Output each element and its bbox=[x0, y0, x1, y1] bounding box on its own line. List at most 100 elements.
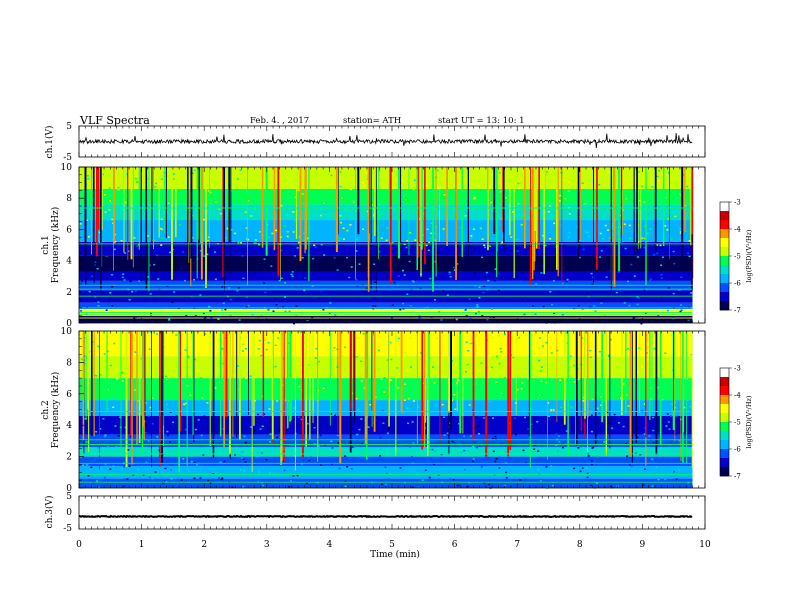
spectrogram-speckle bbox=[687, 319, 690, 322]
spectrogram-speckle bbox=[656, 386, 659, 389]
spectrogram-speckle bbox=[97, 301, 100, 303]
spectrogram-speckle bbox=[189, 346, 191, 348]
spectrogram-speckle bbox=[537, 384, 540, 386]
spectrogram-speckle bbox=[193, 477, 196, 479]
spectrogram-streak bbox=[106, 331, 108, 412]
spectrogram-speckle bbox=[474, 204, 477, 206]
spectrogram-speckle bbox=[426, 254, 429, 257]
spectrogram-speckle bbox=[336, 348, 339, 351]
colorbar-cell bbox=[720, 438, 729, 441]
spectrogram-speckle bbox=[623, 223, 626, 225]
spectrogram-speckle bbox=[657, 264, 660, 267]
spectrogram-speckle bbox=[132, 474, 135, 476]
spectrogram-speckle bbox=[89, 332, 92, 335]
spectrogram-speckle bbox=[573, 364, 576, 367]
spectrogram-speckle bbox=[168, 318, 171, 320]
spectrogram-speckle bbox=[592, 446, 595, 448]
x-tick-label: 9 bbox=[640, 540, 646, 550]
colorbar-cell bbox=[720, 304, 729, 307]
spectrogram-speckle bbox=[419, 419, 421, 421]
spectrogram-streak bbox=[262, 331, 265, 417]
spectrogram-speckle bbox=[615, 291, 618, 294]
spectrogram-speckle bbox=[352, 201, 355, 203]
spectrogram-speckle bbox=[603, 441, 606, 443]
spectrogram-speckle bbox=[114, 425, 117, 427]
spectrogram-speckle bbox=[360, 380, 363, 382]
spectrogram-speckle bbox=[221, 477, 224, 479]
spectrogram-speckle bbox=[294, 196, 297, 199]
spectrogram-streak bbox=[645, 331, 647, 438]
spectrogram-speckle bbox=[520, 388, 523, 390]
spectrogram-speckle bbox=[307, 417, 309, 420]
spectrogram-speckle bbox=[260, 360, 263, 363]
spectrogram-speckle bbox=[411, 456, 413, 458]
spectrogram-speckle bbox=[140, 357, 143, 360]
spectrogram-streak bbox=[143, 331, 145, 440]
spectrogram-speckle bbox=[412, 400, 415, 402]
spectrogram-streak bbox=[123, 167, 125, 254]
spectrogram-speckle bbox=[497, 289, 500, 292]
spectrogram-speckle bbox=[521, 299, 524, 301]
spectrogram-speckle bbox=[276, 250, 279, 253]
spectrogram-speckle bbox=[147, 235, 150, 237]
spectrogram-speckle bbox=[452, 478, 455, 481]
spectrogram-streak bbox=[261, 167, 264, 248]
spectrogram-speckle bbox=[234, 454, 237, 456]
spectrogram-streak bbox=[496, 167, 498, 277]
spectrogram-speckle bbox=[119, 416, 122, 418]
spectrogram-speckle bbox=[586, 472, 589, 475]
spectrogram-streak bbox=[337, 331, 339, 433]
spectrogram-speckle bbox=[289, 480, 292, 482]
spectrogram-speckle bbox=[689, 382, 691, 385]
spectrogram-speckle bbox=[282, 199, 285, 202]
colorbar-cell bbox=[720, 459, 729, 462]
spectrogram-speckle bbox=[268, 236, 271, 239]
spectrogram-speckle bbox=[85, 441, 88, 443]
spectrogram-speckle bbox=[307, 237, 310, 240]
spec-ytick-label: 6 bbox=[66, 225, 72, 235]
spectrogram-speckle bbox=[598, 183, 601, 186]
ch1-waveform-panel: 5 -5 ch.1(V) bbox=[44, 122, 706, 163]
spectrogram-speckle bbox=[652, 441, 655, 444]
spectrogram-speckle bbox=[192, 206, 195, 208]
colorbar-cell bbox=[720, 411, 729, 414]
spectrogram-speckle bbox=[377, 355, 380, 358]
spectrogram-speckle bbox=[465, 341, 468, 343]
spectrogram-speckle bbox=[409, 445, 411, 448]
ch3-ytick-minus5: -5 bbox=[63, 524, 72, 534]
spectrogram-speckle bbox=[362, 228, 364, 230]
spectrogram-streak bbox=[636, 167, 638, 247]
spectrogram-speckle bbox=[123, 465, 125, 468]
spectrogram-speckle bbox=[123, 485, 126, 487]
spectrogram-speckle bbox=[166, 285, 169, 287]
spectrogram-line bbox=[79, 312, 693, 313]
spectrogram-speckle bbox=[606, 411, 609, 414]
spectrogram-speckle bbox=[257, 452, 259, 454]
spectrogram-speckle bbox=[492, 437, 495, 440]
colorbar-cell bbox=[720, 456, 729, 459]
ch2-spectrogram-xticks bbox=[78, 331, 706, 488]
colorbar-cell bbox=[720, 283, 729, 286]
spectrogram-speckle bbox=[264, 339, 267, 342]
colorbar-cell bbox=[720, 409, 729, 412]
spectrogram-speckle bbox=[472, 458, 475, 460]
spectrogram-speckle bbox=[181, 217, 184, 219]
spectrogram-speckle bbox=[127, 449, 130, 451]
spectrogram-speckle bbox=[176, 339, 179, 341]
spectrogram-speckle bbox=[184, 428, 187, 431]
spectrogram-speckle bbox=[133, 237, 136, 239]
spectrogram-speckle bbox=[432, 291, 435, 294]
spectrogram-speckle bbox=[314, 357, 317, 359]
spectrogram-speckle bbox=[654, 459, 657, 462]
spectrogram-speckle bbox=[500, 242, 503, 245]
spectrogram-speckle bbox=[385, 239, 388, 242]
spectrogram-speckle bbox=[587, 231, 590, 234]
spectrogram-speckle bbox=[258, 368, 261, 371]
colorbar-cell bbox=[720, 420, 729, 423]
spectrogram-speckle bbox=[247, 304, 250, 307]
spectrogram-speckle bbox=[440, 319, 443, 321]
spectrogram-speckle bbox=[330, 413, 333, 415]
spectrogram-speckle bbox=[217, 218, 219, 221]
spectrogram-speckle bbox=[569, 355, 572, 357]
spectrogram-speckle bbox=[381, 483, 383, 486]
